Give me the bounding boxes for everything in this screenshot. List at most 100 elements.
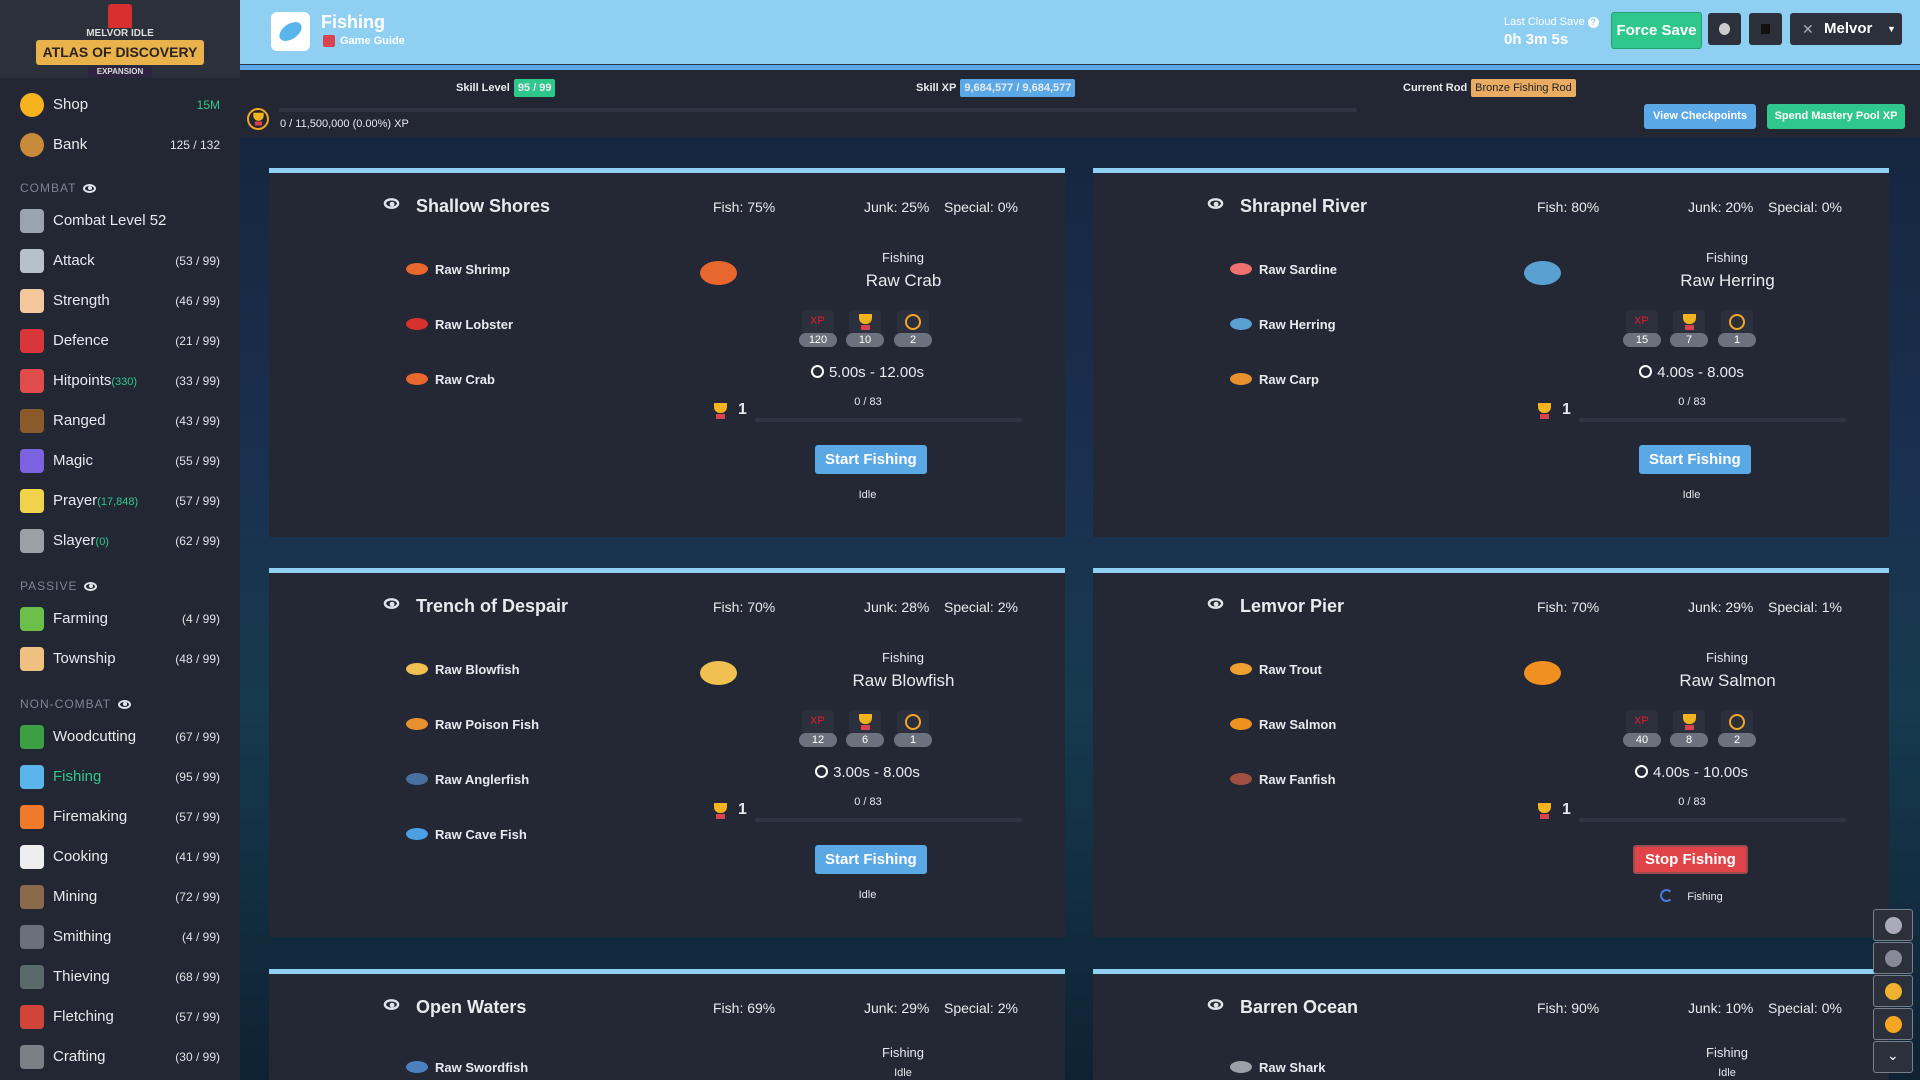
skill-extra: (0) xyxy=(95,536,109,548)
medal-button[interactable] xyxy=(1873,975,1913,1007)
stat-xp: XP 40 xyxy=(1623,710,1661,747)
fish-list-item[interactable]: Raw Crab xyxy=(406,369,495,389)
skill-level: (57 / 99) xyxy=(175,809,220,824)
sidebar-item-fletching[interactable]: Fletching (57 / 99) xyxy=(0,998,240,1035)
skill-level: Skill Level 95 / 99 xyxy=(456,79,556,97)
skill-name: Cooking xyxy=(53,848,109,865)
mastery-progress-bar xyxy=(1579,818,1846,822)
skill-name: Smithing xyxy=(53,928,112,945)
view-checkpoints-button[interactable]: View Checkpoints xyxy=(1644,104,1756,129)
fish-list-item[interactable]: Raw Anglerfish xyxy=(406,769,529,789)
sidebar-item-township[interactable]: Township (48 / 99) xyxy=(0,640,240,677)
sidebar-item-value: 125 / 132 xyxy=(169,137,220,152)
fish-list-item[interactable]: Raw Salmon xyxy=(1230,714,1336,734)
mastery-level: 1 xyxy=(1562,801,1571,818)
eye-icon[interactable] xyxy=(84,581,98,591)
start-fishing-button[interactable]: Start Fishing xyxy=(1639,445,1751,474)
clock-icon xyxy=(810,365,824,378)
skill-name: Crafting xyxy=(53,1048,106,1065)
start-fishing-button[interactable]: Start Fishing xyxy=(815,845,927,874)
selected-fish-icon xyxy=(1524,661,1561,685)
wolf-button[interactable] xyxy=(1873,942,1913,974)
character-select-button[interactable]: ✕ Melvor ▼ xyxy=(1790,13,1902,45)
sidebar-item-thieving[interactable]: Thieving (68 / 99) xyxy=(0,958,240,995)
fish-list-item[interactable]: Raw Lobster xyxy=(406,314,513,334)
skill-name: Magic xyxy=(53,452,94,469)
fish-list-item[interactable]: Raw Carp xyxy=(1230,369,1319,389)
eye-icon[interactable] xyxy=(383,999,400,1010)
gear-button[interactable] xyxy=(1873,909,1913,941)
sidebar-item-smithing[interactable]: Smithing (4 / 99) xyxy=(0,918,240,955)
fish-list-item[interactable]: Raw Shark xyxy=(1230,1057,1325,1077)
fish-list-item[interactable]: Raw Cave Fish xyxy=(406,824,527,844)
skill-name: Thieving xyxy=(53,968,110,985)
game-logo[interactable]: MELVOR IDLE ATLAS OF DISCOVERY EXPANSION xyxy=(0,0,240,78)
sidebar-item-crafting[interactable]: Crafting (30 / 99) xyxy=(0,1038,240,1075)
fish-list-item[interactable]: Raw Trout xyxy=(1230,659,1322,679)
trophy-icon xyxy=(1682,714,1697,731)
fish-list-item[interactable]: Raw Swordfish xyxy=(406,1057,528,1077)
fish-list-item[interactable]: Raw Poison Fish xyxy=(406,714,539,734)
game-guide-link[interactable]: Game Guide xyxy=(323,35,405,47)
fish-list-item[interactable]: Raw Sardine xyxy=(1230,259,1337,279)
eye-icon[interactable] xyxy=(1207,999,1224,1010)
chef-hat-icon xyxy=(20,844,44,869)
mastery-progress-text: 0 / 83 xyxy=(854,396,882,408)
fish-list-item[interactable]: Raw Herring xyxy=(1230,314,1336,334)
fish-name: Raw Trout xyxy=(1259,661,1322,677)
skill-level: (62 / 99) xyxy=(175,533,220,548)
sidebar-item-hitpoints[interactable]: Hitpoints(330) (33 / 99) xyxy=(0,362,240,399)
stat-pool: 2 xyxy=(1718,710,1756,747)
time-value: 4.00s - 8.00s xyxy=(1657,364,1744,381)
mastery-progress-text: 0 / 83 xyxy=(1678,796,1706,808)
skill-xp-label: Skill XP xyxy=(916,82,957,94)
sidebar-item-firemaking[interactable]: Firemaking (57 / 99) xyxy=(0,798,240,835)
anvil-icon xyxy=(20,924,44,949)
eye-icon[interactable] xyxy=(383,598,400,609)
sidebar-item-cooking[interactable]: Cooking (41 / 99) xyxy=(0,838,240,875)
potion-button[interactable] xyxy=(1708,13,1741,45)
stop-fishing-button[interactable]: Stop Fishing xyxy=(1633,845,1748,874)
area-name: Trench of Despair xyxy=(416,596,569,616)
spend-mastery-pool-button[interactable]: Spend Mastery Pool XP xyxy=(1767,104,1905,129)
fish-icon xyxy=(1230,663,1252,675)
eye-icon[interactable] xyxy=(118,699,132,709)
notifications-button[interactable] xyxy=(1749,13,1782,45)
book-icon xyxy=(323,35,335,47)
fish-name: Raw Lobster xyxy=(435,316,514,332)
current-rod-badge[interactable]: Bronze Fishing Rod xyxy=(1471,79,1576,97)
sidebar-item-strength[interactable]: Strength (46 / 99) xyxy=(0,282,240,319)
eye-icon[interactable] xyxy=(83,183,97,193)
sidebar-item-farming[interactable]: Farming (4 / 99) xyxy=(0,600,240,637)
fish-list-item[interactable]: Raw Fanfish xyxy=(1230,769,1336,789)
status-text: Fishing xyxy=(1687,891,1723,903)
sidebar-item-prayer[interactable]: Prayer(17,848) (57 / 99) xyxy=(0,482,240,519)
help-icon[interactable]: ? xyxy=(1587,17,1599,28)
sidebar-item-label: Prayer(17,848) xyxy=(53,492,175,509)
mastery-progress-text: 0 / 83 xyxy=(1678,396,1706,408)
chevron-down-button[interactable]: ⌄ xyxy=(1873,1041,1913,1073)
sidebar-item-label: Strength xyxy=(53,292,175,309)
sidebar-item-ranged[interactable]: Ranged (43 / 99) xyxy=(0,402,240,439)
fish-name: Raw Herring xyxy=(1259,316,1336,332)
sidebar-item-shop[interactable]: Shop 15M xyxy=(0,86,240,123)
trophy-button[interactable] xyxy=(1873,1008,1913,1040)
sidebar-item-woodcutting[interactable]: Woodcutting (67 / 99) xyxy=(0,718,240,755)
action-label: Fishing xyxy=(1706,650,1748,665)
sidebar-item-defence[interactable]: Defence (21 / 99) xyxy=(0,322,240,359)
start-fishing-button[interactable]: Start Fishing xyxy=(815,445,927,474)
mastery-level: 1 xyxy=(738,801,747,818)
eye-icon[interactable] xyxy=(383,198,400,209)
sidebar-item-bank[interactable]: Bank 125 / 132 xyxy=(0,126,240,163)
sidebar-item-mining[interactable]: Mining (72 / 99) xyxy=(0,878,240,915)
sidebar-item-fishing[interactable]: Fishing (95 / 99) xyxy=(0,758,240,795)
sidebar-item-attack[interactable]: Attack (53 / 99) xyxy=(0,242,240,279)
eye-icon[interactable] xyxy=(1207,198,1224,209)
sidebar-item-magic[interactable]: Magic (55 / 99) xyxy=(0,442,240,479)
sidebar-item-slayer[interactable]: Slayer(0) (62 / 99) xyxy=(0,522,240,559)
fish-list-item[interactable]: Raw Shrimp xyxy=(406,259,510,279)
force-save-button[interactable]: Force Save xyxy=(1611,12,1702,49)
fish-list-item[interactable]: Raw Blowfish xyxy=(406,659,520,679)
sidebar-item-combat-level-52[interactable]: Combat Level 52 xyxy=(0,202,240,239)
eye-icon[interactable] xyxy=(1207,598,1224,609)
